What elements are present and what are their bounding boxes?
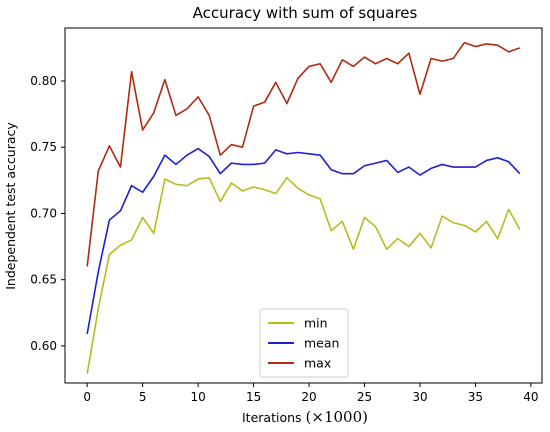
y-tick-label: 0.80 <box>30 74 57 88</box>
y-tick-label: 0.65 <box>30 273 57 287</box>
series-line-min <box>86 176 521 374</box>
legend-box <box>259 308 349 378</box>
x-axis-label-unit: (×1000) <box>306 408 368 426</box>
legend: min mean max <box>259 308 349 378</box>
y-axis-label: Independent test accuracy <box>3 122 18 290</box>
series-lines <box>86 41 521 374</box>
x-tick-label: 5 <box>139 390 147 404</box>
y-axis-ticks: 0.60 0.65 0.70 0.75 0.80 <box>30 74 65 353</box>
x-tick-label: 0 <box>83 390 91 404</box>
legend-label-max: max <box>304 356 331 371</box>
plot-area-frame <box>64 27 543 384</box>
x-tick-label: 15 <box>246 390 261 404</box>
x-tick-label: 35 <box>468 390 483 404</box>
x-tick-label: 20 <box>301 390 316 404</box>
x-tick-label: 40 <box>523 390 538 404</box>
x-axis-ticks: 0 5 10 15 20 25 30 35 40 <box>83 383 539 404</box>
x-axis-label: Iterations (×1000) <box>242 408 368 426</box>
y-tick-label: 0.75 <box>30 140 57 154</box>
x-tick-label: 25 <box>357 390 372 404</box>
y-tick-label: 0.60 <box>30 339 57 353</box>
legend-label-min: min <box>304 316 328 331</box>
y-tick-label: 0.70 <box>30 206 57 220</box>
x-tick-label: 10 <box>190 390 205 404</box>
series-line-mean <box>86 147 521 335</box>
series-line-max <box>86 41 521 267</box>
x-axis-label-main: Iterations <box>242 410 302 425</box>
legend-label-mean: mean <box>304 336 339 351</box>
x-tick-label: 30 <box>412 390 427 404</box>
chart-title: Accuracy with sum of squares <box>193 4 418 22</box>
